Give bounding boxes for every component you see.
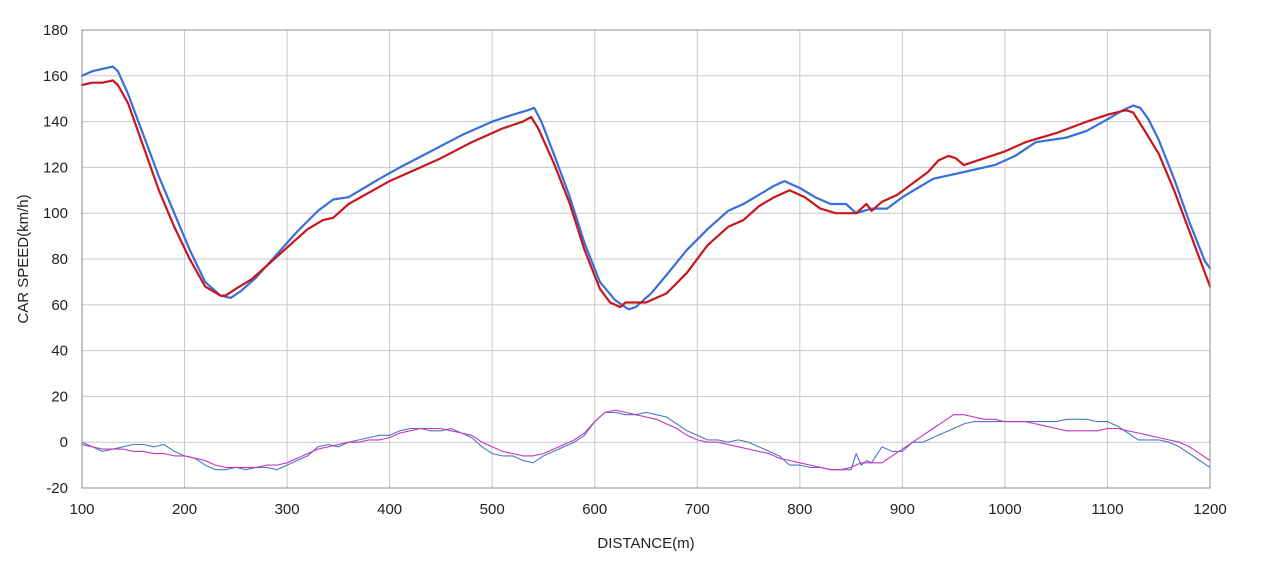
x-tick-label: 1100: [1091, 501, 1123, 518]
x-tick-label: 600: [582, 501, 607, 518]
x-tick-label: 800: [787, 501, 812, 518]
x-tick-label: 100: [69, 501, 94, 518]
y-tick-label: 60: [51, 297, 68, 314]
x-tick-label: 200: [172, 501, 197, 518]
x-tick-label: 1000: [988, 501, 1021, 518]
series-line-3: [81, 411, 1211, 471]
x-tick-label: 400: [377, 501, 402, 518]
series-line-2: [80, 79, 1212, 309]
y-tick-labels: -20 0 20 40 60 80 100 120 140 160 180: [43, 22, 68, 497]
plot-frame: [81, 29, 1211, 489]
x-tick-label: 1200: [1193, 501, 1226, 518]
x-tick-label: 900: [890, 501, 915, 518]
y-tick-label: 100: [43, 205, 68, 222]
series-line-1: [80, 65, 1212, 311]
grid: [81, 29, 1211, 489]
y-tick-label: 20: [51, 388, 68, 405]
x-axis-label: DISTANCE(m): [597, 535, 694, 552]
x-tick-label: 300: [275, 501, 300, 518]
y-tick-label: 80: [51, 251, 68, 268]
x-tick-label: 700: [685, 501, 710, 518]
series-line-4: [81, 409, 1211, 471]
y-tick-label: 0: [60, 434, 68, 451]
y-axis-label: CAR SPEED(km/h): [15, 194, 32, 323]
x-tick-label: 500: [480, 501, 505, 518]
series-layer: [80, 65, 1212, 471]
y-tick-label: 140: [43, 114, 68, 131]
y-tick-label: 160: [43, 68, 68, 85]
y-tick-label: -20: [46, 480, 68, 497]
y-tick-label: 180: [43, 22, 68, 39]
y-tick-label: 40: [51, 343, 68, 360]
y-tick-label: 120: [43, 159, 68, 176]
x-tick-labels: 100 200 300 400 500 600 700 800 900 1000 1100 1200: [69, 501, 1226, 518]
